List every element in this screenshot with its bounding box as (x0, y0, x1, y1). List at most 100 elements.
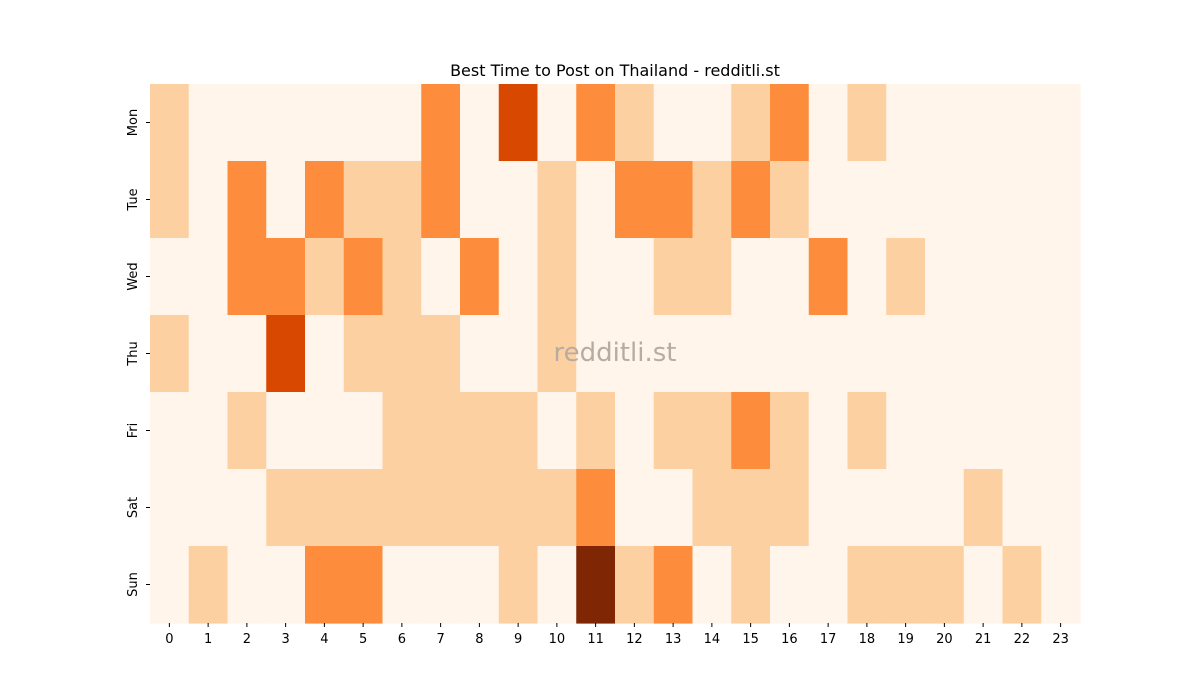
heatmap-cell-tue-9 (498, 161, 539, 239)
heatmap-cell-wed-9 (498, 238, 539, 316)
x-tick-label: 20 (936, 632, 953, 647)
heatmap-cell-mon-5 (343, 84, 384, 162)
heatmap-cell-thu-1 (188, 315, 229, 393)
heatmap-cell-fri-13 (653, 392, 694, 470)
x-tick-label: 4 (320, 632, 328, 647)
heatmap-cell-tue-13 (653, 161, 694, 239)
x-tick-label: 1 (204, 632, 212, 647)
heatmap-cell-tue-6 (382, 161, 422, 239)
heatmap-cell-mon-4 (305, 84, 345, 162)
heatmap-cell-sun-20 (925, 546, 965, 624)
heatmap-cell-wed-22 (1002, 238, 1042, 316)
heatmap-cell-sun-10 (537, 546, 577, 624)
heatmap-cell-sun-3 (266, 546, 306, 624)
heatmap-cell-sun-2 (227, 546, 267, 624)
heatmap-cell-wed-21 (963, 238, 1004, 316)
heatmap-cell-sun-17 (808, 546, 849, 624)
heatmap-cell-sat-19 (886, 469, 926, 547)
heatmap-cell-fri-22 (1002, 392, 1042, 470)
heatmap-cell-fri-7 (421, 392, 461, 470)
heatmap-cell-sun-8 (460, 546, 500, 624)
heatmap-cell-mon-9 (498, 84, 539, 162)
heatmap-cell-thu-10 (537, 315, 577, 393)
y-tick-label-wed: Wed (126, 262, 141, 290)
heatmap-cell-tue-17 (808, 161, 849, 239)
heatmap-cell-mon-3 (266, 84, 306, 162)
heatmap-cell-thu-22 (1002, 315, 1042, 393)
heatmap-cell-sun-22 (1002, 546, 1042, 624)
heatmap-cell-mon-21 (963, 84, 1004, 162)
x-tick-label: 13 (665, 632, 682, 647)
x-tick-label: 2 (243, 632, 251, 647)
heatmap-cell-thu-13 (653, 315, 694, 393)
heatmap-cell-sat-22 (1002, 469, 1042, 547)
heatmap-cell-thu-0 (150, 315, 190, 393)
heatmap-cell-wed-4 (305, 238, 345, 316)
heatmap-cell-thu-6 (382, 315, 422, 393)
heatmap-cell-fri-0 (150, 392, 190, 470)
heatmap-cell-thu-21 (963, 315, 1004, 393)
heatmap-cell-sun-6 (382, 546, 422, 624)
heatmap-cell-sat-14 (692, 469, 732, 547)
heatmap-cell-thu-18 (847, 315, 887, 393)
heatmap-cell-fri-12 (615, 392, 655, 470)
watermark: redditli.st (554, 338, 677, 368)
heatmap-cell-sat-4 (305, 469, 345, 547)
x-tick-label: 3 (281, 632, 289, 647)
heatmap-cell-thu-5 (343, 315, 384, 393)
heatmap-cell-fri-18 (847, 392, 887, 470)
heatmap-cell-thu-12 (615, 315, 655, 393)
heatmap-cell-thu-4 (305, 315, 345, 393)
heatmap-cell-thu-3 (266, 315, 306, 393)
heatmap-cell-tue-19 (886, 161, 926, 239)
heatmap-cell-fri-16 (770, 392, 810, 470)
heatmap-cell-fri-3 (266, 392, 306, 470)
heatmap-cell-sat-7 (421, 469, 461, 547)
heatmap-cell-sun-14 (692, 546, 732, 624)
y-tick-label-tue: Tue (126, 188, 141, 211)
heatmap-cell-wed-13 (653, 238, 694, 316)
x-tick-label: 8 (475, 632, 483, 647)
x-tick-label: 0 (165, 632, 173, 647)
heatmap-cell-wed-12 (615, 238, 655, 316)
heatmap-cell-sat-3 (266, 469, 306, 547)
heatmap-cell-fri-21 (963, 392, 1004, 470)
heatmap-cell-mon-19 (886, 84, 926, 162)
x-tick-label: 5 (359, 632, 367, 647)
heatmap-cell-mon-6 (382, 84, 422, 162)
heatmap-cell-sun-1 (188, 546, 229, 624)
y-tick-label-sun: Sun (126, 572, 141, 597)
y-axis-ticks: Mon Tue Wed Thu Fri Sat Sun (126, 109, 150, 597)
heatmap-cell-sat-2 (227, 469, 267, 547)
heatmap-cell-tue-16 (770, 161, 810, 239)
x-tick-label: 22 (1014, 632, 1031, 647)
heatmap-cell-tue-10 (537, 161, 577, 239)
heatmap-cell-mon-14 (692, 84, 732, 162)
heatmap-cell-fri-19 (886, 392, 926, 470)
x-tick-label: 6 (398, 632, 406, 647)
heatmap-cell-sun-5 (343, 546, 384, 624)
heatmap-cell-sat-5 (343, 469, 384, 547)
heatmap-cell-wed-15 (731, 238, 771, 316)
heatmap-cell-fri-11 (576, 392, 616, 470)
heatmap-cell-fri-8 (460, 392, 500, 470)
heatmap-cell-mon-23 (1041, 84, 1081, 162)
x-tick-label: 14 (704, 632, 721, 647)
x-tick-label: 11 (587, 632, 604, 647)
heatmap-cell-thu-16 (770, 315, 810, 393)
heatmap-cell-sun-0 (150, 546, 190, 624)
x-tick-label: 18 (859, 632, 876, 647)
heatmap-cell-tue-8 (460, 161, 500, 239)
x-axis-ticks: 0 1 2 3 4 5 6 7 8 9 10 11 12 13 14 15 16 17 18 19 20 21 22 23 (165, 623, 1069, 647)
heatmap-cell-tue-18 (847, 161, 887, 239)
heatmap-cell-fri-9 (498, 392, 539, 470)
heatmap-cell-wed-2 (227, 238, 267, 316)
heatmap-cell-sun-19 (886, 546, 926, 624)
heatmap-cell-sun-7 (421, 546, 461, 624)
heatmap-cell-sun-15 (731, 546, 771, 624)
heatmap-cell-wed-3 (266, 238, 306, 316)
heatmap-cell-tue-4 (305, 161, 345, 239)
heatmap-cell-fri-2 (227, 392, 267, 470)
heatmap-cell-sat-21 (963, 469, 1004, 547)
heatmap-cell-tue-5 (343, 161, 384, 239)
